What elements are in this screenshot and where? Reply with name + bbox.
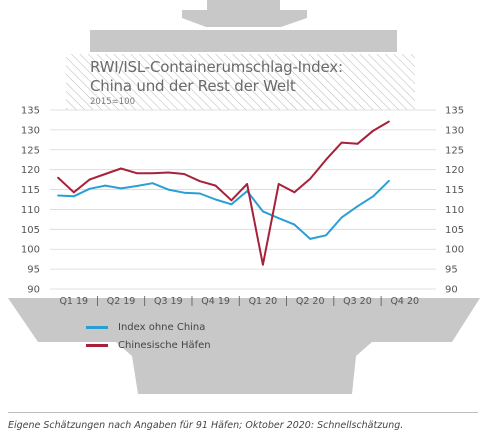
data-point-chinesische-haefen-7 [151,172,154,175]
series-lines [57,120,390,266]
y-tick-right-110: 110 [445,205,464,216]
y-tick-left-120: 120 [21,165,40,176]
data-point-index-ohne-china-1 [57,194,59,197]
data-point-index-ohne-china-4 [104,184,107,187]
y-tick-left-110: 110 [21,205,40,216]
data-point-chinesische-haefen-2 [72,191,75,194]
plot-area [50,110,436,289]
title-hatch-box [66,54,415,110]
data-point-index-ohne-china-21 [372,195,375,198]
x-tick-q2-20: Q2 20 [296,296,325,307]
legend-label-index-ohne-china: Index ohne China [118,321,206,333]
hatch-box-fill [66,54,415,110]
legend-item-index-ohne-china: Index ohne China [86,318,211,336]
data-point-index-ohne-china-7 [151,182,154,185]
data-point-index-ohne-china-9 [183,191,185,194]
data-point-chinesische-haefen-4 [104,173,107,175]
y-tick-left-105: 105 [21,225,40,236]
data-point-chinesische-haefen-18 [325,158,327,161]
x-tick-q1-19: Q1 19 [59,296,88,307]
legend-swatch-chinesische-haefen [86,343,108,347]
data-point-index-ohne-china-3 [88,187,91,190]
y-tick-left-135: 135 [21,106,40,117]
data-point-chinesische-haefen-14 [262,263,264,266]
data-point-index-ohne-china-15 [277,217,280,220]
data-point-chinesische-haefen-1 [57,176,59,179]
y-tick-right-115: 115 [445,185,464,196]
x-tick-q3-20: Q3 20 [343,296,372,307]
data-point-index-ohne-china-6 [135,185,138,187]
data-point-index-ohne-china-18 [325,234,327,237]
footnote: Eigene Schätzungen nach Angaben für 91 H… [8,420,404,431]
data-point-index-ohne-china-19 [340,216,343,219]
x-axis: Q1 19 Q2 19 Q3 19 Q4 19 Q1 20 Q2 20 Q3 20 Q4 20 [59,296,419,307]
ship-silhouette [8,0,480,394]
y-tick-right-95: 95 [445,265,458,276]
grid-lines [50,109,436,290]
data-point-index-ohne-china-10 [198,192,201,195]
y-tick-right-125: 125 [445,145,464,156]
y-tick-right-90: 90 [445,285,458,296]
y-tick-right-100: 100 [445,245,464,256]
data-point-chinesische-haefen-16 [293,191,296,194]
ship-superstructure [90,30,397,52]
y-tick-right-135: 135 [445,106,464,117]
data-point-index-ohne-china-11 [214,198,217,201]
data-point-chinesische-haefen-8 [167,171,170,174]
data-point-index-ohne-china-5 [120,187,122,190]
data-point-chinesische-haefen-9 [183,173,185,175]
data-point-chinesische-haefen-11 [214,184,217,187]
data-point-chinesische-haefen-12 [230,199,233,202]
data-point-index-ohne-china-14 [262,210,264,213]
chart-title-line-1: RWI/ISL-Containerumschlag-Index: [90,58,343,76]
data-point-chinesische-haefen-15 [277,183,280,185]
data-point-index-ohne-china-22 [388,179,390,182]
data-point-index-ohne-china-20 [356,205,359,208]
y-axis-left: 90 95 100 105 110 115 120 125 130 135 [21,106,40,296]
data-point-chinesische-haefen-3 [88,178,91,181]
series-line-chinesische-haefen [57,120,390,266]
x-tick-q1-20: Q1 20 [249,296,278,307]
data-point-chinesische-haefen-6 [135,172,138,175]
data-point-chinesische-haefen-10 [198,180,201,183]
y-tick-left-90: 90 [27,285,40,296]
series-line-index-ohne-china [57,180,390,240]
x-tick-q3-19: Q3 19 [154,296,183,307]
footer-divider [8,412,478,413]
x-tick-q2-19: Q2 19 [107,296,136,307]
data-point-chinesische-haefen-20 [356,142,359,145]
legend-swatch-index-ohne-china [86,325,108,329]
y-tick-right-105: 105 [445,225,464,236]
data-point-index-ohne-china-16 [293,223,296,226]
y-tick-left-95: 95 [27,265,40,276]
title-block: RWI/ISL-Containerumschlag-Index: China u… [90,58,343,108]
y-tick-left-100: 100 [21,245,40,256]
legend-label-chinesische-haefen: Chinesische Häfen [118,339,211,351]
data-point-index-ohne-china-12 [230,203,233,206]
y-tick-left-115: 115 [21,185,40,196]
chart-title-line-2: China und der Rest der Welt [90,77,296,95]
y-axis-right: 90 95 100 105 110 115 120 125 130 135 [445,106,464,296]
chart-subtitle: 2015=100 [90,97,135,107]
y-tick-right-120: 120 [445,165,464,176]
x-tick-q4-20: Q4 20 [390,296,419,307]
data-point-chinesische-haefen-17 [309,177,312,180]
data-point-index-ohne-china-17 [309,237,312,240]
data-point-chinesische-haefen-13 [246,183,249,185]
legend: Index ohne China Chinesische Häfen [86,318,211,354]
data-point-chinesische-haefen-22 [388,120,390,123]
legend-item-chinesische-haefen: Chinesische Häfen [86,336,211,354]
data-point-chinesische-haefen-19 [340,141,343,144]
data-point-chinesische-haefen-5 [120,167,122,170]
data-point-chinesische-haefen-21 [372,129,375,132]
y-tick-left-125: 125 [21,145,40,156]
y-tick-left-130: 130 [21,125,40,136]
data-point-index-ohne-china-8 [167,188,170,191]
data-point-index-ohne-china-2 [72,195,75,198]
x-tick-q4-19: Q4 19 [201,296,230,307]
y-tick-right-130: 130 [445,125,464,136]
ship-funnel [182,0,307,27]
ship-hull [8,298,480,394]
